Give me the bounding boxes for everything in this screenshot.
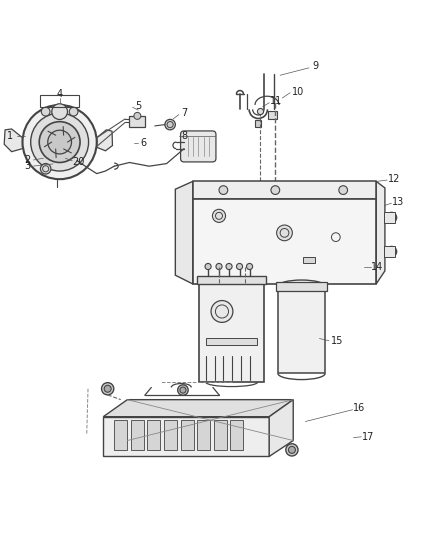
Text: 17: 17 [362, 432, 374, 442]
Text: 20: 20 [72, 157, 85, 167]
Circle shape [219, 185, 228, 195]
FancyBboxPatch shape [180, 131, 216, 162]
Circle shape [286, 444, 298, 456]
Circle shape [386, 246, 397, 257]
Circle shape [48, 130, 71, 154]
Bar [214, 419, 227, 450]
Circle shape [180, 387, 186, 393]
Bar [255, 120, 261, 127]
Text: 7: 7 [181, 108, 187, 118]
Bar [384, 246, 395, 257]
Circle shape [288, 446, 295, 454]
Circle shape [52, 104, 67, 119]
Bar [303, 257, 315, 263]
Bar [193, 181, 376, 199]
Circle shape [258, 108, 264, 115]
Circle shape [237, 263, 243, 270]
Polygon shape [97, 130, 113, 151]
Circle shape [39, 122, 80, 163]
Circle shape [216, 263, 222, 270]
Circle shape [178, 385, 188, 395]
Text: 14: 14 [371, 262, 383, 271]
Circle shape [386, 212, 397, 223]
Bar [40, 95, 79, 107]
Text: 12: 12 [388, 174, 400, 184]
Circle shape [41, 107, 50, 116]
Text: 3: 3 [25, 161, 31, 171]
Text: 8: 8 [181, 132, 187, 141]
Text: 9: 9 [312, 61, 318, 71]
Polygon shape [175, 181, 193, 284]
Bar [164, 419, 177, 450]
Circle shape [339, 185, 347, 195]
Polygon shape [4, 129, 22, 152]
Polygon shape [376, 181, 385, 284]
Bar [278, 286, 325, 374]
Bar [206, 338, 258, 345]
Bar [384, 212, 395, 223]
Text: 6: 6 [141, 139, 147, 148]
Bar [180, 419, 194, 450]
Bar [131, 419, 144, 450]
Bar [268, 111, 277, 119]
Text: 5: 5 [135, 101, 141, 111]
Circle shape [31, 113, 88, 171]
Text: 4: 4 [57, 89, 63, 99]
Circle shape [69, 107, 78, 116]
Text: 16: 16 [353, 403, 365, 414]
Polygon shape [269, 400, 293, 456]
Circle shape [247, 263, 253, 270]
Bar [230, 419, 244, 450]
Text: 13: 13 [392, 197, 404, 207]
Circle shape [134, 112, 141, 119]
Bar [148, 419, 160, 450]
Circle shape [102, 383, 114, 395]
Circle shape [226, 263, 232, 270]
Bar [199, 284, 264, 382]
Bar [276, 282, 327, 290]
Circle shape [277, 225, 292, 241]
Circle shape [271, 185, 280, 195]
Text: 2: 2 [25, 155, 31, 165]
Circle shape [205, 263, 211, 270]
Polygon shape [103, 417, 269, 456]
Polygon shape [103, 400, 293, 417]
Bar [197, 276, 266, 284]
Circle shape [40, 164, 51, 174]
Bar [197, 419, 210, 450]
Bar [114, 419, 127, 450]
Text: 10: 10 [291, 87, 304, 97]
Text: 1: 1 [7, 131, 14, 141]
Bar [193, 199, 376, 284]
Circle shape [211, 301, 233, 322]
Circle shape [22, 105, 97, 179]
Circle shape [104, 385, 111, 392]
Bar [130, 116, 145, 127]
Circle shape [165, 119, 175, 130]
Circle shape [212, 209, 226, 222]
Text: 11: 11 [270, 96, 282, 107]
Text: 15: 15 [331, 336, 343, 346]
